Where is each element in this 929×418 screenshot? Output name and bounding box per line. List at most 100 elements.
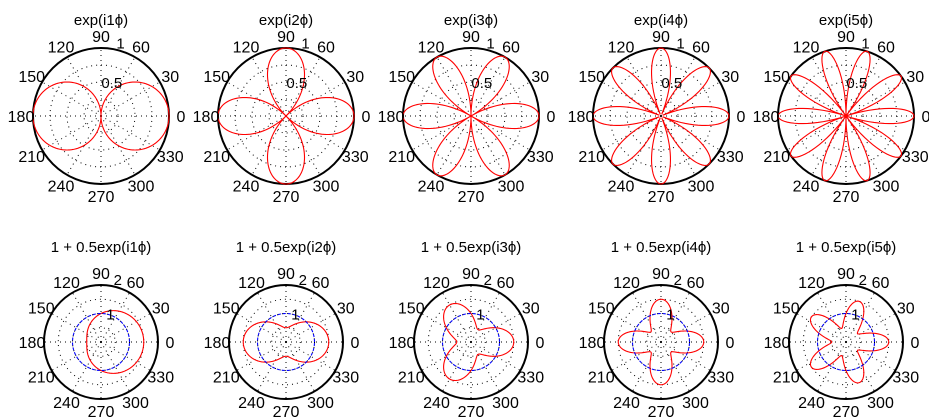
curve-data	[217, 47, 355, 185]
angle-label: 330	[342, 149, 369, 166]
angle-label: 120	[233, 40, 260, 57]
outer-ring	[43, 284, 159, 400]
angle-label: 60	[687, 275, 705, 292]
grid-ring	[794, 64, 898, 168]
angle-label: 0	[351, 335, 360, 352]
grid-ring	[643, 98, 679, 134]
polar-subplot-7: 1 + 0.5exp(i2ϕ) 0 30 60 90 120 150 180 210 240 270…	[204, 239, 360, 418]
subplot-title: 1 + 0.5exp(i4ϕ)	[611, 239, 712, 256]
curve-data	[777, 50, 915, 182]
angle-label: 180	[753, 109, 780, 126]
angle-label: 120	[48, 40, 75, 57]
angle-label: 240	[798, 395, 825, 412]
spoke-line	[796, 313, 847, 343]
angle-label: 90	[92, 266, 110, 283]
angle-label: 180	[389, 335, 416, 352]
spoke-line	[470, 341, 500, 392]
curve-data	[592, 47, 730, 185]
angle-label: 270	[458, 404, 485, 418]
spoke-line	[41, 81, 102, 117]
subplot-title: 1 + 0.5exp(i1ϕ)	[51, 239, 152, 256]
angle-label: 270	[648, 189, 675, 206]
angle-label: 90	[462, 266, 480, 283]
radial-tick-label: 1	[486, 35, 494, 52]
angle-label: 150	[203, 69, 230, 86]
angle-label: 270	[458, 189, 485, 206]
angle-label: 120	[238, 275, 265, 292]
angle-label: 210	[213, 370, 240, 387]
angle-label: 60	[872, 275, 890, 292]
radial-tick-label: 2	[674, 272, 682, 289]
angle-label: 60	[692, 40, 710, 57]
angle-label: 0	[362, 109, 371, 126]
spoke-line	[100, 115, 161, 151]
angle-label: 300	[313, 178, 340, 195]
grid-ring	[831, 327, 861, 357]
angle-label: 150	[763, 69, 790, 86]
angle-label: 270	[88, 404, 115, 418]
grid-ring	[86, 327, 116, 357]
polar-subplot-6: 1 + 0.5exp(i1ϕ) 0 30 60 90 120 150 180 210 240 270…	[19, 239, 175, 418]
grid-ring	[609, 64, 713, 168]
angle-label: 120	[613, 275, 640, 292]
angle-label: 240	[613, 395, 640, 412]
grid-ring	[811, 81, 881, 151]
angle-label: 240	[608, 178, 635, 195]
polar-subplot-10: 1 + 0.5exp(i5ϕ) 0 30 60 90 120 150 180 210 240 270…	[764, 239, 920, 418]
angle-label: 90	[277, 266, 295, 283]
outer-ring	[603, 284, 719, 400]
angle-label: 300	[682, 395, 709, 412]
grid-ring	[234, 64, 338, 168]
spoke-line	[51, 313, 102, 343]
spoke-line	[436, 56, 472, 117]
grid-ring	[251, 81, 321, 151]
radial-tick-label: 1	[476, 306, 484, 323]
grid-ring	[271, 327, 301, 357]
angle-label: 300	[128, 178, 155, 195]
outer-ring	[228, 284, 344, 400]
angle-label: 210	[203, 149, 230, 166]
angle-label: 30	[531, 69, 549, 86]
angle-label: 0	[536, 335, 545, 352]
grid-ring	[646, 327, 676, 357]
angle-label: 330	[717, 149, 744, 166]
radial-tick-label: 2	[484, 272, 492, 289]
radial-tick-label: 0.5	[846, 75, 867, 92]
angle-label: 240	[793, 178, 820, 195]
angle-label: 240	[53, 395, 80, 412]
angle-label: 30	[152, 301, 170, 318]
radial-tick-label: 0.5	[286, 75, 307, 92]
angle-label: 300	[873, 178, 900, 195]
angle-label: 270	[273, 404, 300, 418]
angle-label: 270	[833, 404, 860, 418]
radial-tick-label: 1	[116, 35, 124, 52]
angle-label: 150	[18, 69, 45, 86]
angle-label: 240	[423, 395, 450, 412]
angle-label: 30	[522, 301, 540, 318]
angle-label: 0	[922, 109, 929, 126]
angle-label: 90	[652, 29, 670, 46]
angle-label: 90	[92, 29, 110, 46]
angle-label: 180	[204, 335, 231, 352]
angle-label: 330	[707, 370, 734, 387]
radial-tick-label: 2	[299, 272, 307, 289]
subplot-title: exp(i2ϕ)	[259, 12, 313, 29]
spoke-line	[257, 292, 287, 343]
subplot-title: exp(i4ϕ)	[634, 12, 688, 29]
angle-label: 180	[378, 109, 405, 126]
angle-label: 30	[897, 301, 915, 318]
radial-tick-label: 1	[666, 306, 674, 323]
spoke-line	[845, 341, 875, 392]
angle-label: 150	[398, 301, 425, 318]
grid-ring	[456, 327, 486, 357]
spoke-line	[285, 341, 315, 392]
angle-label: 240	[418, 178, 445, 195]
angle-label: 120	[798, 275, 825, 292]
spoke-line	[436, 115, 472, 176]
polar-subplot-9: 1 + 0.5exp(i4ϕ) 0 30 60 90 120 150 180 210 240 270…	[579, 239, 735, 418]
